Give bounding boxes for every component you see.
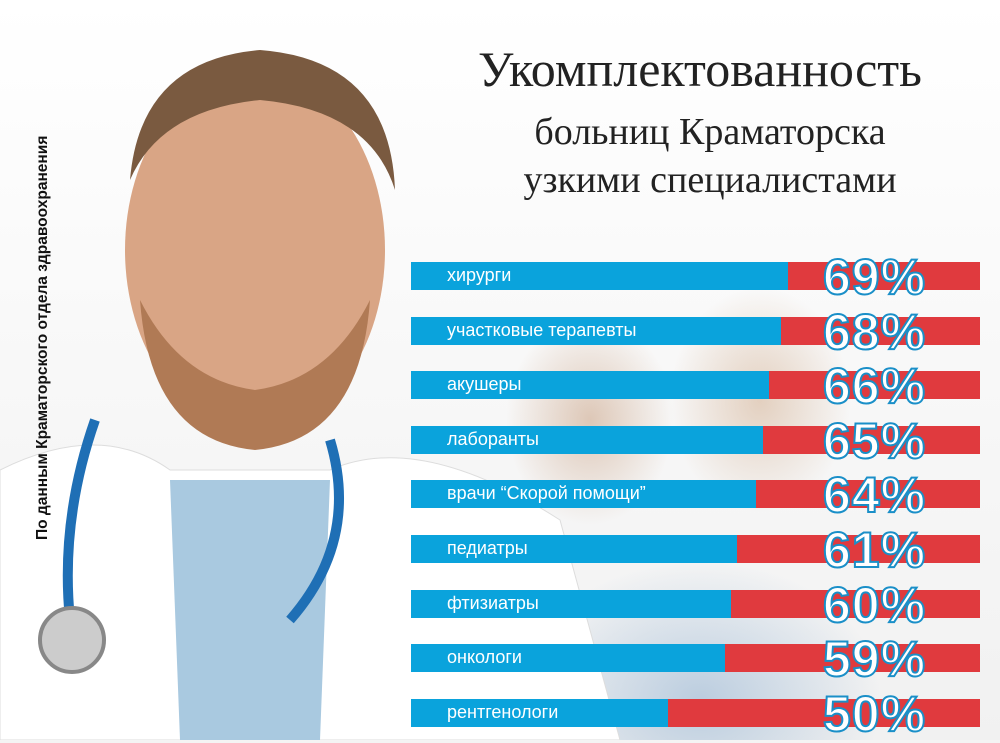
bar-label: врачи “Скорой помощи” [447,483,646,504]
value-label: 64% [822,466,927,524]
bar-row: акушеры 66% [411,357,980,415]
value-label: 50% [822,685,927,743]
bar-fill [411,371,769,400]
bar-label: участковые терапевты [447,319,637,340]
value-label: 66% [822,357,927,415]
value-label: 68% [822,303,927,361]
source-note: По данным Краматорского отдела здравоохр… [34,135,51,540]
bar-row: лаборанты 65% [411,412,980,470]
bar-row: хирурги 69% [411,248,980,306]
bar-fill [411,262,788,290]
bar-fill [411,480,757,509]
bar-fill [411,644,725,673]
bar-fill [411,698,668,727]
chart-subtitle-2: узкими специалистами [523,159,897,201]
value-label: 59% [822,630,927,688]
value-label: 61% [822,521,927,579]
bar-label: рентгенологи [447,701,559,722]
bar-label: лаборанты [447,428,539,449]
chart-title: Укомплектованность [478,41,922,97]
bar-row: педиатры 61% [411,521,980,579]
value-label: 60% [822,576,927,634]
bar-label: онкологи [447,647,522,668]
bar-row: фтизиатры 60% [411,576,980,634]
bar-row: онкологи 59% [411,630,980,688]
bar-row: участковые терапевты 68% [411,303,980,361]
bar-fill [411,425,763,454]
bar-label: фтизиатры [447,592,539,613]
chart-subtitle-1: больниц Краматорска [534,111,886,153]
bar-fill [411,316,782,345]
bar-row: рентгенологи 50% [411,685,980,743]
bar-row: врачи “Скорой помощи” 64% [411,466,980,524]
value-label: 69% [822,248,927,306]
value-label: 65% [822,412,927,470]
bar-fill [411,535,738,563]
bar-label: акушеры [447,374,522,395]
bar-fill [411,589,731,618]
bar-label: педиатры [447,538,528,558]
bar-label: хирурги [447,265,512,285]
